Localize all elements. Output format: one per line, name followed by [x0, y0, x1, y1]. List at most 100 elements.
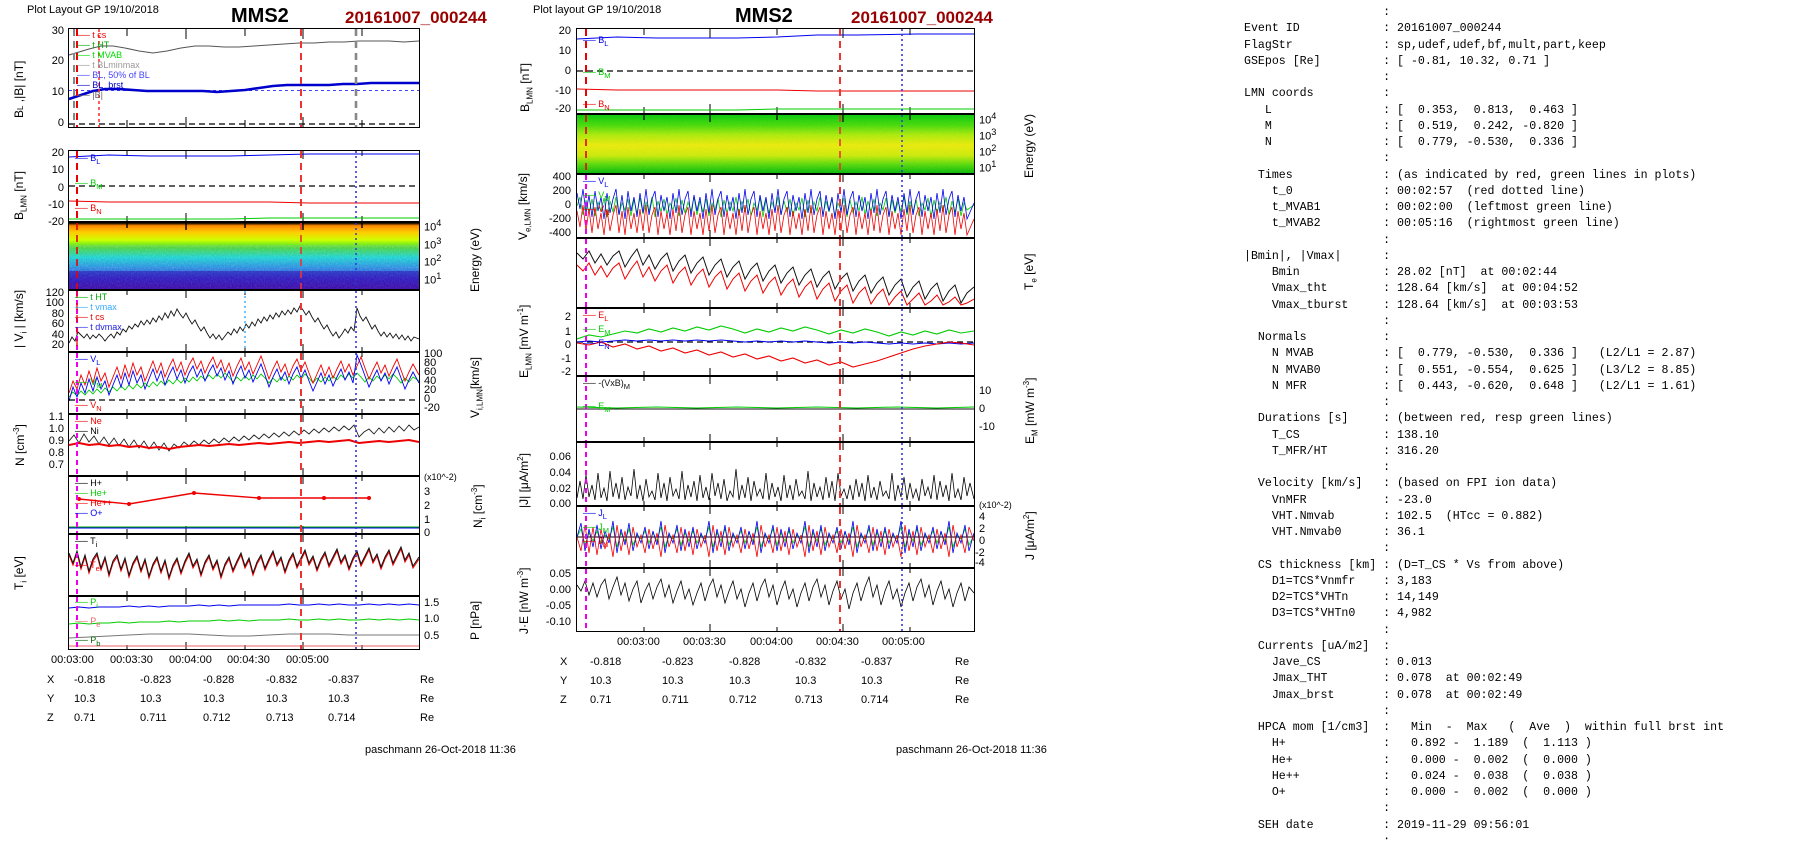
info-line: Currents [uA/m2] :: [1244, 639, 1391, 653]
info-line: SEH date : 2019-11-29 09:56:01: [1244, 818, 1530, 832]
right-panel-VeLMN-ylabel: Ve,LMN [km/s]: [516, 173, 533, 240]
ytick: 1.0: [424, 613, 440, 625]
right-panel-JdotE: [576, 568, 975, 632]
coord-value: -0.837: [328, 674, 360, 686]
right-panel-BLMN: ── BL ── BM ── BN: [576, 28, 975, 114]
info-line: VnMFR : -23.0: [1244, 493, 1432, 507]
coord-value: 10.3: [74, 693, 96, 705]
left-panel-Vi-mag: ── t HT ── t vmax ── t cs ── t dvmax: [68, 290, 420, 352]
ytick: 2: [979, 523, 986, 535]
ytick: 0.02: [549, 483, 571, 495]
ytick: 104: [424, 218, 442, 234]
info-line: FlagStr : sp,udef,udef,bf,mult,part,keep: [1244, 38, 1606, 52]
info-line: Event ID : 20161007_000244: [1244, 22, 1502, 36]
info-line: CS thickness [km] : (D=T_CS * Vs from ab…: [1244, 558, 1565, 572]
ytick: 0.5: [424, 630, 440, 642]
right-panel-JLMN-ylabel: J [μA/m2]: [1022, 511, 1037, 560]
ytick: 60: [51, 318, 64, 330]
left-panel-density: ── Ne ── Ni: [68, 414, 420, 476]
coord-value: -0.828: [203, 674, 235, 686]
ytick: 0.7: [48, 459, 64, 471]
ytick: -0.05: [545, 600, 571, 612]
info-line: N MFR : [ 0.443, -0.620, 0.648 ] (L2/L1 …: [1244, 379, 1697, 393]
left-panel-temp-ylabel: Ti [eV]: [12, 556, 29, 590]
coord-value: -0.823: [662, 656, 694, 668]
right-panel-spec-ylabel: Energy (eV): [1022, 113, 1036, 178]
info-line: Velocity [km/s] : (based on FPI ion data…: [1244, 477, 1558, 491]
right-panel-BLMN-legend: ── BL ── BM ── BN: [583, 35, 611, 112]
ytick: 120: [45, 287, 64, 299]
xtick: 00:04:00: [750, 636, 793, 648]
info-line: t_MVAB1 : 00:02:00 (leftmost green line): [1244, 201, 1613, 214]
coord-label: Z: [560, 694, 567, 706]
xtick: 00:05:00: [286, 654, 329, 666]
info-line: Normals :: [1244, 331, 1391, 344]
left-panel-pressure-legend: ── Pi ── Pe ── Pb ── Ptot: [75, 597, 101, 648]
right-panel-J-LMN: ── JL ── JM ── JN: [576, 506, 975, 568]
info-line: :: [1244, 6, 1391, 19]
ytick: 0.05: [549, 568, 571, 580]
coord-label: X: [47, 674, 55, 686]
coord-value: -0.832: [266, 674, 298, 686]
info-line: Times : (as indicated by red, green line…: [1244, 168, 1697, 182]
ytick: 10: [558, 45, 571, 57]
info-line: t_MVAB2 : 00:05:16 (rightmost green line…: [1244, 217, 1620, 231]
info-line: N MVAB0 : [ 0.551, -0.554, 0.625 ] (L3/L…: [1244, 363, 1697, 377]
ytick: 101: [979, 159, 997, 175]
right-panel-Te-ylabel: Te [eV]: [1022, 253, 1039, 290]
info-line: :: [1244, 233, 1391, 247]
right-panel-Jmag-ylabel: |J| [μA/m2]: [516, 453, 531, 508]
right-panel-EM: ── -(VxB)M ── EM: [576, 376, 975, 442]
left-plot-event-id: 20161007_000244: [345, 8, 487, 27]
ytick: 101: [424, 271, 442, 287]
coord-value: 0.714: [328, 712, 356, 724]
info-line: Durations [s] : (between red, resp green…: [1244, 412, 1613, 426]
info-line: M : [ 0.519, 0.242, -0.820 ]: [1244, 119, 1578, 133]
coord-value: 0.713: [795, 694, 823, 706]
ytick: 104: [979, 111, 997, 127]
info-line: N MVAB : [ 0.779, -0.530, 0.336 ] (L2/L1…: [1244, 347, 1697, 361]
ytick: 30: [51, 25, 64, 37]
table-row: X -0.818 -0.823 -0.828 -0.832 -0.837 Re: [560, 656, 1060, 675]
ytick: 10: [51, 164, 64, 176]
coord-value: -0.832: [795, 656, 827, 668]
event-info-block: : Event ID : 20161007_000244 FlagStr : sp,…: [1244, 5, 1724, 841]
xtick: 00:03:30: [110, 654, 153, 666]
coord-label: Y: [47, 693, 55, 705]
right-panel-EM-legend: ── -(VxB)M ── EM: [583, 378, 631, 414]
ytick: 0: [57, 117, 64, 129]
left-panel-Ni-species: ── H+ ── He+ ── He++ ── O+: [68, 476, 420, 534]
right-panel-Jmag: [576, 442, 975, 506]
ytick: -20: [424, 402, 440, 414]
info-line: He+ : 0.000 - 0.002 ( 0.000 ): [1244, 753, 1592, 767]
ytick: 100: [424, 348, 443, 360]
ytick: -4: [975, 557, 985, 569]
ytick: 40: [424, 375, 437, 387]
ytick: 100: [45, 297, 64, 309]
ytick: 102: [424, 253, 442, 269]
ytick: 20: [558, 25, 571, 37]
right-panel-JLMN-scale: (x10^-2): [979, 500, 1012, 510]
info-line: :: [1244, 542, 1391, 556]
coord-value: 0.714: [861, 694, 889, 706]
left-panel-Vi-legend: ── t HT ── t vmax ── t cs ── t dvmax: [75, 292, 122, 332]
info-line: T_CS : 138.10: [1244, 428, 1439, 442]
coord-value: 0.711: [140, 712, 167, 724]
ytick: -10: [979, 421, 995, 433]
ytick: -10: [48, 199, 64, 211]
left-panel-temp-legend: ── Ti ── Te: [75, 536, 100, 573]
right-panel-EM-ylabel: EM [mW m-3]: [1022, 377, 1040, 444]
coord-value: 0.71: [590, 694, 612, 706]
info-line: Jave_CS : 0.013: [1244, 656, 1432, 669]
info-line: Jmax_THT : 0.078 at 00:02:49: [1244, 672, 1523, 686]
ytick: 60: [424, 366, 437, 378]
right-panel-JLMN-legend: ── JL ── JM ── JN: [583, 508, 610, 549]
coord-unit: Re: [955, 656, 970, 668]
left-panel-ViLMN-ylabel: Vi,LMN[km/s]: [468, 357, 485, 418]
xtick: 00:03:00: [51, 654, 94, 666]
coord-value: 10.3: [328, 693, 350, 705]
info-line: :: [1244, 396, 1391, 409]
ytick: 80: [51, 308, 64, 320]
info-line: H+ : 0.892 - 1.189 ( 1.113 ): [1244, 737, 1592, 751]
